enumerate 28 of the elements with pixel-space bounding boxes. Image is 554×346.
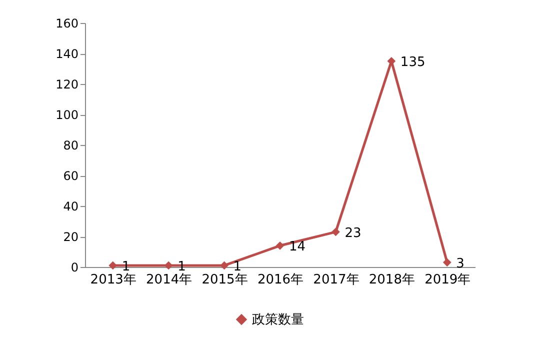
y-tick-label: 0 [70, 260, 78, 274]
data-label: 23 [344, 226, 362, 241]
point [332, 228, 340, 236]
data-label: 1 [122, 259, 130, 274]
y-tick-label: 140 [56, 47, 78, 61]
data-label: 1 [233, 259, 242, 274]
data-label: 135 [400, 55, 426, 70]
x-tick-label: 2016年 [257, 272, 304, 288]
y-tick-label: 40 [63, 200, 78, 214]
x-tick-label: 2015年 [202, 272, 248, 288]
legend-label: 政策数量 [252, 312, 304, 328]
point [442, 258, 452, 267]
x-tick-label: 2013年 [90, 272, 136, 288]
y-tick-label: 60 [63, 169, 78, 183]
y-tick-label: 120 [56, 78, 78, 92]
y-tick-label: 160 [56, 16, 78, 30]
data-label: 1 [178, 259, 186, 274]
point [220, 261, 228, 270]
y-tick-label: 20 [63, 230, 78, 244]
data-label: 14 [289, 240, 306, 255]
x-tick-label: 2014年 [146, 272, 192, 288]
x-tick-label: 2018年 [368, 272, 415, 288]
point [276, 241, 284, 250]
data-label: 3 [456, 256, 464, 272]
x-tick-label: 2019年 [424, 272, 471, 288]
x-tick-label: 2017年 [313, 272, 360, 288]
y-tick-label: 80 [63, 138, 78, 152]
y-tick-label: 100 [56, 108, 78, 122]
